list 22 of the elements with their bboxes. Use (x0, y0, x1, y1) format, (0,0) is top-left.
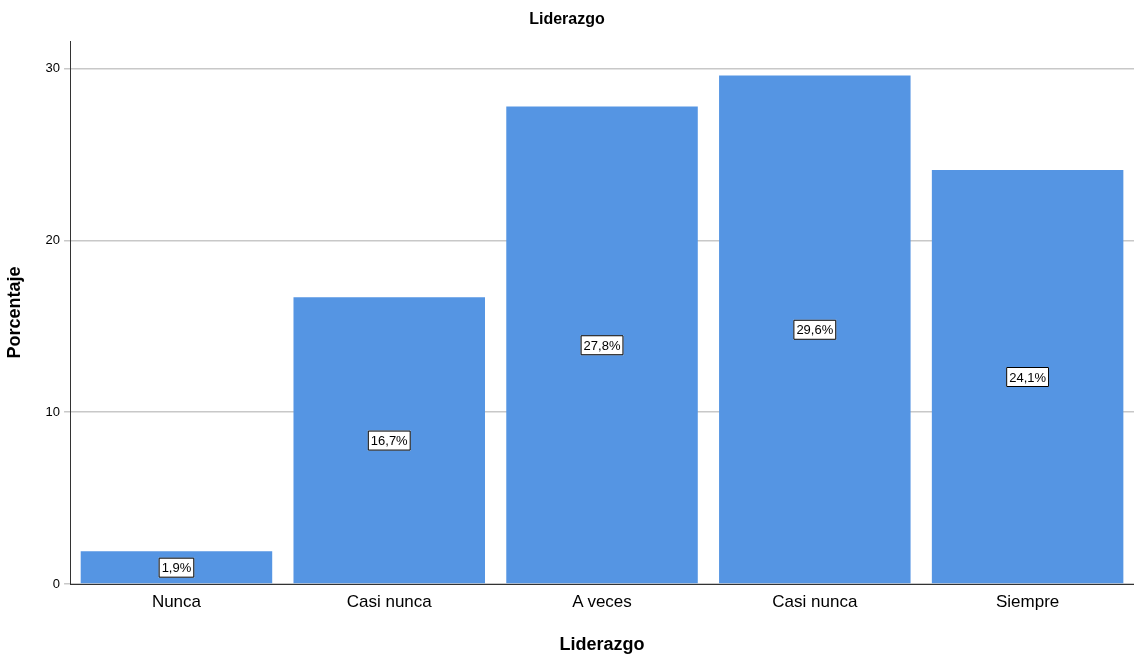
chart-title: Liderazgo (529, 10, 606, 28)
bar (293, 297, 485, 584)
y-tick-label: 30 (45, 60, 61, 76)
data-label: 29,6% (796, 322, 834, 338)
y-axis-title: Porcentaje (3, 266, 24, 359)
x-tick-label: Casi nunca (346, 591, 433, 611)
x-tick-label: A veces (572, 591, 632, 611)
data-label: 16,7% (370, 433, 409, 449)
y-tick-label: 20 (45, 232, 61, 248)
x-tick-label: Nunca (151, 591, 202, 611)
bar (506, 106, 698, 584)
bar (80, 551, 273, 584)
x-tick-label: Siempre (995, 591, 1060, 611)
y-tick-label: 10 (45, 403, 61, 419)
y-tick-label: 0 (52, 575, 61, 591)
x-tick-label: Casi nunca (772, 591, 858, 611)
data-label: 1,9% (161, 560, 192, 576)
bar (931, 170, 1124, 584)
bar (719, 75, 911, 584)
x-axis-title: Liderazgo (559, 634, 645, 655)
data-label: 27,8% (583, 337, 621, 353)
data-label: 24,1% (1009, 369, 1047, 385)
